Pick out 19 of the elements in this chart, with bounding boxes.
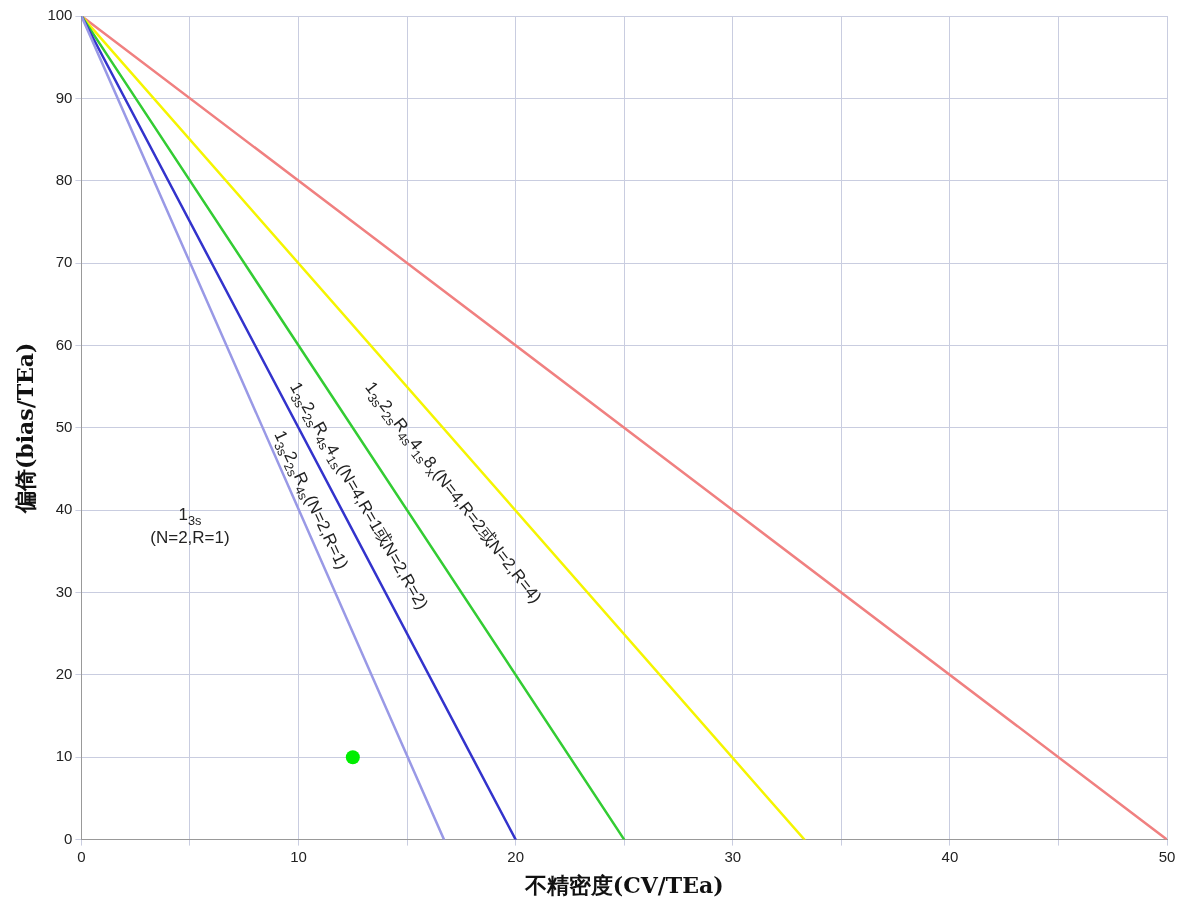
y-tick-label: 40 [55, 500, 73, 518]
y-tick-label: 20 [55, 665, 73, 683]
y-tick-label: 80 [55, 170, 73, 188]
x-tick-label: 50 [1158, 847, 1176, 865]
y-tick-label: 10 [55, 747, 73, 765]
x-tick-label: 30 [724, 847, 742, 865]
x-tick-label: 40 [941, 847, 959, 865]
y-tick-label: 90 [55, 88, 73, 106]
y-axis-title: 偏倚(bias/TEa) [11, 342, 38, 515]
y-tick-label: 30 [55, 582, 73, 600]
y-tick-label: 60 [55, 335, 73, 353]
x-tick-label: 10 [290, 847, 307, 865]
y-tick-label: 50 [55, 417, 73, 435]
y-tick-label: 70 [55, 253, 73, 271]
x-tick-label: 0 [77, 847, 86, 865]
x-axis-title: 不精密度(CV/TEa) [523, 871, 724, 898]
x-tick-label: 20 [507, 847, 524, 865]
y-tick-label: 0 [64, 829, 73, 847]
y-tick-label: 100 [47, 6, 73, 24]
